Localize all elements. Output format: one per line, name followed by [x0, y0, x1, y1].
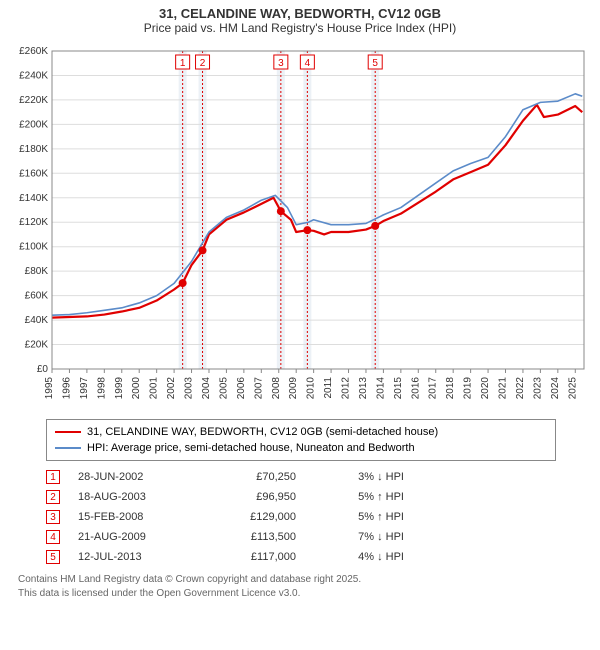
svg-text:2006: 2006 [236, 377, 247, 400]
svg-text:£0: £0 [37, 364, 49, 375]
svg-text:2011: 2011 [323, 377, 334, 399]
transaction-row: 3 15-FEB-2008 £129,000 5% ↑ HPI [46, 507, 592, 527]
svg-text:2004: 2004 [201, 377, 212, 400]
svg-text:2014: 2014 [375, 377, 386, 400]
transaction-list: 1 28-JUN-2002 £70,250 3% ↓ HPI 2 18-AUG-2003 £… [46, 467, 592, 567]
svg-text:1996: 1996 [61, 377, 72, 400]
legend-label-2: HPI: Average price, semi-detached house,… [87, 442, 415, 454]
svg-text:£100K: £100K [19, 242, 48, 253]
transaction-pct: 5% ↑ HPI [314, 511, 404, 523]
svg-text:£180K: £180K [19, 144, 48, 155]
transaction-marker-icon: 4 [46, 530, 60, 544]
svg-text:5: 5 [372, 58, 378, 69]
svg-text:2019: 2019 [463, 377, 474, 400]
svg-text:1999: 1999 [114, 377, 125, 400]
transaction-price: £113,500 [206, 531, 296, 543]
svg-text:£60K: £60K [25, 291, 49, 302]
page-container: 31, CELANDINE WAY, BEDWORTH, CV12 0GB Pr… [0, 0, 600, 608]
transaction-row: 1 28-JUN-2002 £70,250 3% ↓ HPI [46, 467, 592, 487]
transaction-price: £117,000 [206, 551, 296, 563]
legend-row-1: 31, CELANDINE WAY, BEDWORTH, CV12 0GB (s… [55, 424, 547, 440]
svg-text:2024: 2024 [550, 377, 561, 400]
transaction-pct: 4% ↓ HPI [314, 551, 404, 563]
transaction-row: 5 12-JUL-2013 £117,000 4% ↓ HPI [46, 547, 592, 567]
chart: £0 £20K £40K £60K £80K £100K £120K £140K £160K £1… [8, 43, 592, 413]
svg-text:1997: 1997 [79, 377, 90, 400]
chart-svg: £0 £20K £40K £60K £80K £100K £120K £140K £160K £1… [8, 43, 592, 413]
svg-text:2009: 2009 [288, 377, 299, 400]
chart-title: 31, CELANDINE WAY, BEDWORTH, CV12 0GB [8, 6, 592, 21]
svg-text:£80K: £80K [25, 266, 49, 277]
svg-text:£120K: £120K [19, 217, 48, 228]
chart-subtitle: Price paid vs. HM Land Registry's House … [8, 21, 592, 35]
footer-line-1: Contains HM Land Registry data © Crown c… [18, 573, 592, 587]
transaction-pct: 5% ↑ HPI [314, 491, 404, 503]
transaction-date: 21-AUG-2009 [78, 531, 188, 543]
svg-text:2018: 2018 [445, 377, 456, 400]
legend-label-1: 31, CELANDINE WAY, BEDWORTH, CV12 0GB (s… [87, 426, 438, 438]
transaction-price: £129,000 [206, 511, 296, 523]
svg-text:2023: 2023 [532, 377, 543, 400]
svg-text:£240K: £240K [19, 70, 48, 81]
svg-text:1995: 1995 [44, 377, 55, 400]
svg-text:2003: 2003 [184, 377, 195, 400]
svg-text:2022: 2022 [515, 377, 526, 400]
footer-line-2: This data is licensed under the Open Gov… [18, 587, 592, 601]
svg-text:£40K: £40K [25, 315, 49, 326]
svg-text:£160K: £160K [19, 168, 48, 179]
svg-text:2002: 2002 [166, 377, 177, 400]
transaction-pct: 3% ↓ HPI [314, 471, 404, 483]
transaction-date: 28-JUN-2002 [78, 471, 188, 483]
svg-text:2005: 2005 [218, 377, 229, 400]
legend-row-2: HPI: Average price, semi-detached house,… [55, 440, 547, 456]
transaction-price: £96,950 [206, 491, 296, 503]
svg-text:2021: 2021 [498, 377, 509, 400]
svg-text:2012: 2012 [341, 377, 352, 400]
svg-text:£140K: £140K [19, 193, 48, 204]
svg-text:2020: 2020 [480, 377, 491, 400]
legend: 31, CELANDINE WAY, BEDWORTH, CV12 0GB (s… [46, 419, 556, 461]
svg-text:2001: 2001 [149, 377, 160, 400]
svg-text:2016: 2016 [410, 377, 421, 400]
svg-text:£260K: £260K [19, 46, 48, 57]
svg-text:3: 3 [278, 58, 284, 69]
svg-text:2017: 2017 [428, 377, 439, 400]
svg-text:2000: 2000 [131, 377, 142, 400]
svg-text:2: 2 [200, 58, 206, 69]
legend-swatch-1 [55, 431, 81, 433]
svg-text:2013: 2013 [358, 377, 369, 400]
transaction-pct: 7% ↓ HPI [314, 531, 404, 543]
transaction-date: 15-FEB-2008 [78, 511, 188, 523]
svg-text:£200K: £200K [19, 119, 48, 130]
transaction-date: 18-AUG-2003 [78, 491, 188, 503]
transaction-marker-icon: 2 [46, 490, 60, 504]
svg-text:£220K: £220K [19, 95, 48, 106]
svg-text:£20K: £20K [25, 340, 49, 351]
svg-text:1998: 1998 [96, 377, 107, 400]
svg-text:4: 4 [305, 58, 311, 69]
svg-text:1: 1 [180, 58, 186, 69]
transaction-row: 2 18-AUG-2003 £96,950 5% ↑ HPI [46, 487, 592, 507]
transaction-price: £70,250 [206, 471, 296, 483]
transaction-marker-icon: 3 [46, 510, 60, 524]
svg-text:2015: 2015 [393, 377, 404, 400]
svg-text:2010: 2010 [306, 377, 317, 400]
transaction-row: 4 21-AUG-2009 £113,500 7% ↓ HPI [46, 527, 592, 547]
transaction-marker-icon: 5 [46, 550, 60, 564]
transaction-date: 12-JUL-2013 [78, 551, 188, 563]
legend-swatch-2 [55, 447, 81, 449]
transaction-marker-icon: 1 [46, 470, 60, 484]
svg-text:2007: 2007 [253, 377, 264, 400]
footer: Contains HM Land Registry data © Crown c… [18, 573, 592, 600]
svg-text:2025: 2025 [567, 377, 578, 400]
svg-text:2008: 2008 [271, 377, 282, 400]
